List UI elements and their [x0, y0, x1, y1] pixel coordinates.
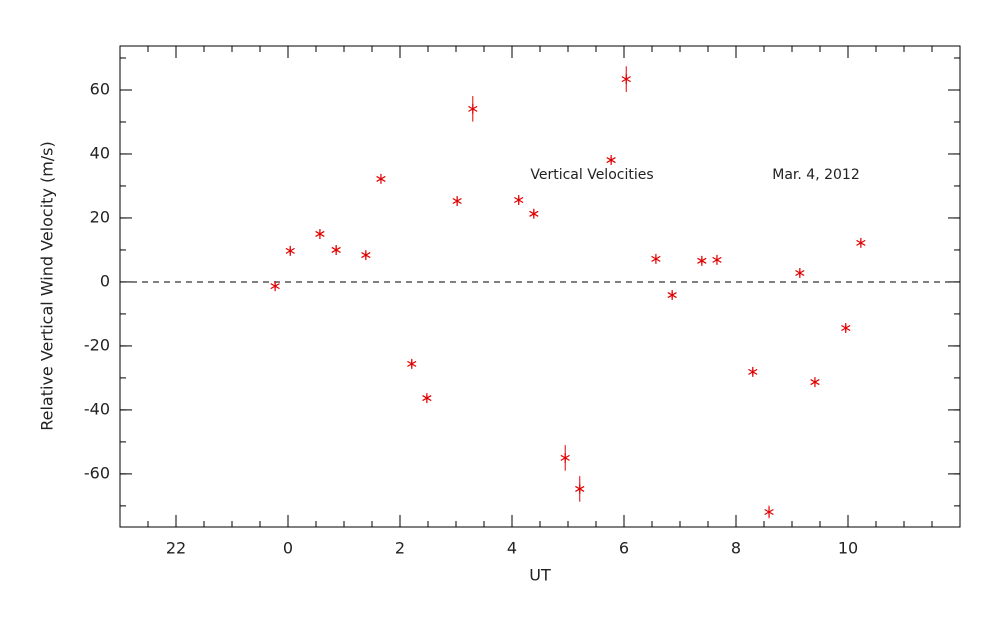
y-tick-label: 40	[90, 143, 110, 162]
marker	[560, 452, 570, 463]
marker	[270, 281, 280, 292]
y-tick-label: 0	[100, 271, 110, 290]
marker	[315, 228, 325, 239]
marker	[841, 323, 851, 334]
annotation: Vertical Velocities	[530, 167, 653, 183]
marker	[856, 237, 866, 248]
annotation: Mar. 4, 2012	[772, 167, 859, 183]
x-tick-label: 10	[838, 539, 858, 558]
x-axis-label: UT	[529, 566, 551, 585]
marker	[529, 208, 539, 219]
marker	[285, 245, 295, 256]
x-tick-label: 2	[395, 539, 405, 558]
marker	[331, 244, 341, 255]
marker	[621, 74, 631, 85]
y-tick-label: -20	[84, 335, 110, 354]
x-tick-label: 0	[283, 539, 293, 558]
marker	[606, 155, 616, 166]
marker	[697, 255, 707, 266]
x-tick-label: 22	[166, 539, 186, 558]
marker	[376, 173, 386, 184]
y-tick-label: -40	[84, 399, 110, 418]
marker	[361, 250, 371, 261]
marker	[575, 483, 585, 494]
y-tick-label: 60	[90, 79, 110, 98]
x-tick-label: 4	[507, 539, 517, 558]
marker	[452, 196, 462, 207]
marker	[712, 254, 722, 265]
marker	[795, 267, 805, 278]
marker	[764, 506, 774, 517]
marker	[667, 290, 677, 301]
y-tick-label: -60	[84, 463, 110, 482]
marker	[651, 253, 661, 264]
marker	[748, 366, 758, 377]
y-tick-label: 20	[90, 207, 110, 226]
marker	[407, 358, 417, 369]
x-tick-label: 6	[619, 539, 629, 558]
y-axis-label: Relative Vertical Wind Velocity (m/s)	[38, 141, 57, 431]
marker	[810, 377, 820, 388]
x-tick-label: 8	[731, 539, 741, 558]
marker	[468, 103, 478, 114]
marker	[422, 393, 432, 404]
marker	[514, 195, 524, 206]
